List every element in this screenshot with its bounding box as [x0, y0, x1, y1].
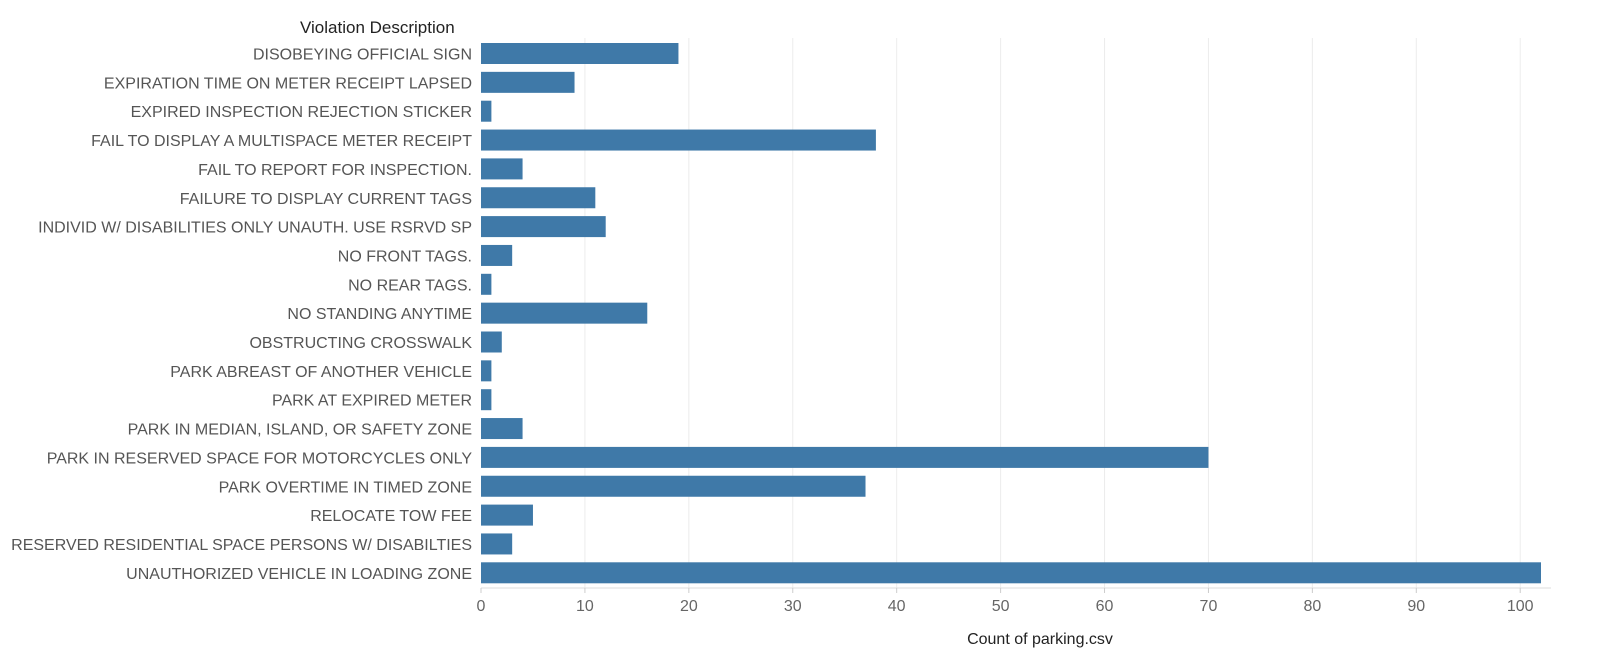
- x-axis-title: Count of parking.csv: [967, 631, 1113, 648]
- x-tick-label-50: 50: [992, 598, 1010, 615]
- category-label-11: PARK ABREAST OF ANOTHER VEHICLE: [170, 364, 472, 381]
- category-label-13: PARK IN MEDIAN, ISLAND, OR SAFETY ZONE: [128, 422, 472, 439]
- category-label-3: FAIL TO DISPLAY A MULTISPACE METER RECEI…: [91, 133, 472, 150]
- bar-9[interactable]: [481, 302, 648, 324]
- x-tick-label-40: 40: [888, 598, 906, 615]
- bar-4[interactable]: [481, 158, 523, 180]
- bar-18[interactable]: [481, 562, 1541, 584]
- category-label-8: NO REAR TAGS.: [348, 277, 472, 294]
- category-label-10: OBSTRUCTING CROSSWALK: [249, 335, 472, 352]
- bar-2[interactable]: [481, 100, 492, 122]
- bar-3[interactable]: [481, 129, 876, 151]
- bar-12[interactable]: [481, 389, 492, 411]
- x-tick-label-100: 100: [1507, 598, 1534, 615]
- bar-7[interactable]: [481, 244, 513, 266]
- x-tick-label-70: 70: [1200, 598, 1218, 615]
- category-label-1: EXPIRATION TIME ON METER RECEIPT LAPSED: [104, 75, 472, 92]
- category-label-12: PARK AT EXPIRED METER: [272, 393, 472, 410]
- y-axis-header: Violation Description: [300, 18, 455, 37]
- category-label-6: INDIVID W/ DISABILITIES ONLY UNAUTH. USE…: [38, 220, 472, 237]
- x-tick-label-90: 90: [1407, 598, 1425, 615]
- x-tick-label-0: 0: [477, 598, 486, 615]
- gridlines: [584, 38, 1521, 588]
- x-axis: 0 10 20 30 40 50 60 70 80 90 100: [477, 587, 1551, 615]
- bar-14[interactable]: [481, 446, 1209, 468]
- bar-6[interactable]: [481, 216, 606, 238]
- bar-5[interactable]: [481, 187, 596, 209]
- category-label-16: RELOCATE TOW FEE: [310, 508, 472, 525]
- category-label-2: EXPIRED INSPECTION REJECTION STICKER: [131, 104, 472, 121]
- bar-13[interactable]: [481, 418, 523, 440]
- category-label-0: DISOBEYING OFFICIAL SIGN: [253, 47, 472, 64]
- bar-16[interactable]: [481, 504, 533, 526]
- bars: [481, 43, 1541, 584]
- x-tick-label-10: 10: [576, 598, 594, 615]
- category-label-5: FAILURE TO DISPLAY CURRENT TAGS: [180, 191, 472, 208]
- category-label-17: RESERVED RESIDENTIAL SPACE PERSONS W/ DI…: [11, 537, 472, 554]
- x-tick-label-20: 20: [680, 598, 698, 615]
- category-label-9: NO STANDING ANYTIME: [287, 306, 472, 323]
- x-tick-label-80: 80: [1303, 598, 1321, 615]
- category-labels: DISOBEYING OFFICIAL SIGN EXPIRATION TIME …: [11, 47, 472, 583]
- bar-0[interactable]: [481, 43, 679, 64]
- category-label-15: PARK OVERTIME IN TIMED ZONE: [219, 479, 472, 496]
- category-label-7: NO FRONT TAGS.: [338, 248, 472, 265]
- bar-8[interactable]: [481, 273, 492, 295]
- category-label-18: UNAUTHORIZED VEHICLE IN LOADING ZONE: [126, 566, 472, 583]
- bar-11[interactable]: [481, 360, 492, 382]
- bar-17[interactable]: [481, 533, 513, 555]
- bar-15[interactable]: [481, 475, 866, 497]
- x-tick-label-60: 60: [1096, 598, 1114, 615]
- category-label-4: FAIL TO REPORT FOR INSPECTION.: [198, 162, 472, 179]
- x-tick-label-30: 30: [784, 598, 802, 615]
- bar-1[interactable]: [481, 71, 575, 93]
- category-label-14: PARK IN RESERVED SPACE FOR MOTORCYCLES O…: [47, 450, 473, 467]
- bar-10[interactable]: [481, 331, 502, 353]
